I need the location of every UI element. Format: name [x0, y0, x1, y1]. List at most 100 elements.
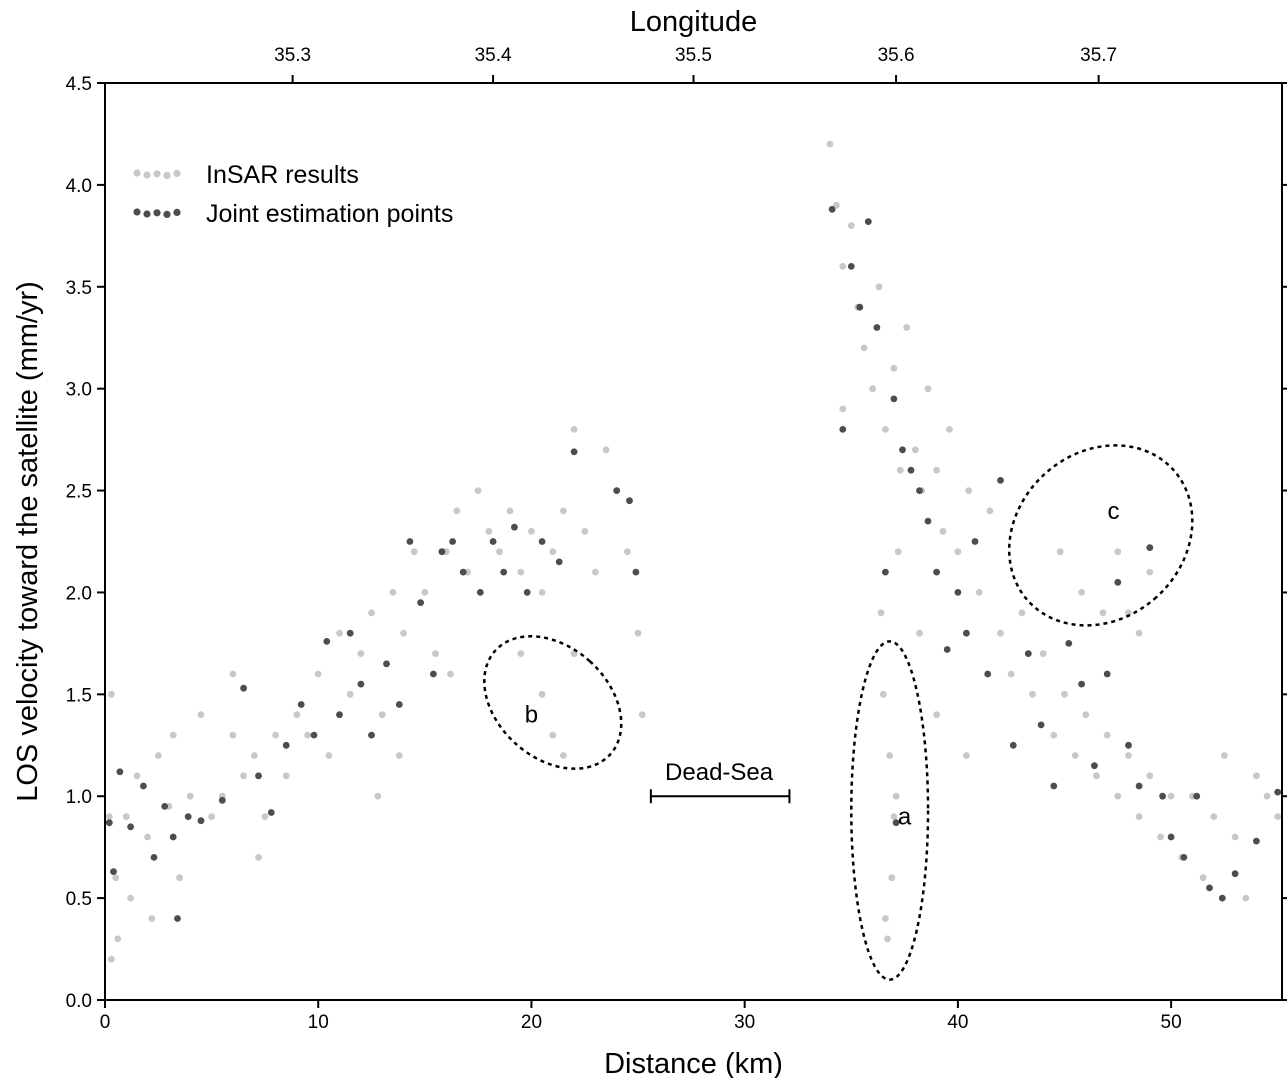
joint-point	[511, 523, 518, 531]
joint-point	[538, 538, 546, 545]
joint-point	[907, 466, 915, 474]
ellipse-b	[483, 635, 623, 770]
insar-point	[549, 731, 557, 739]
insar-point	[847, 222, 855, 230]
insar-point	[986, 507, 994, 515]
x-tick-label: 40	[947, 1012, 968, 1033]
joint-point	[632, 568, 640, 576]
insar-point	[538, 690, 546, 698]
legend-marker	[153, 209, 161, 217]
insar-point	[325, 752, 333, 759]
joint-point	[1103, 670, 1111, 678]
joint-point	[140, 782, 147, 790]
insar-point	[538, 589, 546, 596]
x-tick-label: 0	[100, 1012, 111, 1033]
insar-point	[638, 711, 646, 719]
insar-point	[1018, 609, 1026, 617]
insar-point	[975, 589, 983, 596]
joint-point	[984, 670, 992, 678]
insar-point	[410, 548, 418, 556]
legend-marker	[163, 210, 171, 218]
insar-point	[144, 833, 152, 841]
insar-point	[1114, 548, 1122, 556]
insar-point	[839, 263, 847, 270]
insar-point	[293, 711, 301, 719]
insar-point	[1099, 609, 1107, 617]
joint-point	[489, 538, 497, 545]
y-tick-label: 0.0	[66, 991, 92, 1012]
insar-point	[965, 487, 972, 494]
joint-point	[346, 629, 354, 637]
insar-point	[282, 772, 290, 780]
joint-point	[357, 680, 365, 688]
insar-point	[896, 466, 904, 474]
insar-point	[453, 507, 461, 515]
annotation-c: c	[1108, 498, 1120, 525]
insar-point	[154, 752, 162, 759]
joint-point	[368, 731, 375, 739]
insar-point	[826, 140, 834, 148]
insar-point	[208, 813, 216, 820]
joint-point	[933, 568, 940, 576]
joint-point	[1135, 782, 1143, 790]
joint-point	[1050, 782, 1058, 790]
insar-point	[421, 589, 429, 596]
insar-point	[890, 364, 898, 372]
insar-point	[255, 854, 262, 861]
insar-point	[517, 568, 525, 576]
y-tick-label: 3.0	[66, 380, 92, 401]
insar-point	[833, 201, 840, 209]
insar-point	[1061, 690, 1068, 698]
joint-point	[116, 768, 124, 776]
insar-point	[1125, 609, 1132, 617]
top-axis-title: Longitude	[630, 6, 757, 38]
joint-point	[1180, 854, 1188, 861]
y-tick-label: 3.5	[66, 278, 92, 299]
insar-point	[1050, 731, 1058, 739]
joint-point	[613, 487, 621, 494]
legend-marker	[163, 171, 171, 179]
insar-point	[877, 609, 885, 617]
insar-point	[1071, 752, 1079, 759]
ellipse-a	[850, 640, 930, 981]
insar-point	[916, 629, 923, 637]
insar-point	[1078, 589, 1085, 596]
joint-point	[954, 589, 962, 596]
annotation-a: a	[898, 804, 912, 831]
insar-point	[890, 813, 898, 820]
joint-point	[924, 517, 932, 525]
joint-point	[1218, 894, 1226, 902]
insar-point	[954, 548, 962, 556]
legend-marker	[143, 171, 151, 179]
insar-point	[447, 670, 454, 678]
joint-point	[255, 772, 262, 780]
insar-point	[875, 283, 883, 291]
insar-point	[176, 874, 184, 882]
points-layer	[105, 140, 1282, 963]
joint-point	[892, 819, 900, 827]
top-tick-label: 35.3	[274, 45, 311, 66]
insar-point	[336, 629, 343, 637]
insar-point	[860, 344, 868, 352]
insar-point	[624, 548, 631, 556]
legend: InSAR results Joint estimation points	[133, 161, 453, 228]
joint-point	[184, 813, 192, 820]
insar-point	[892, 792, 900, 800]
insar-point	[1146, 568, 1154, 576]
insar-point	[250, 752, 258, 759]
insar-point	[133, 772, 141, 780]
insar-point	[1221, 752, 1228, 759]
joint-point	[336, 711, 343, 719]
insar-point	[634, 629, 642, 637]
insar-point	[474, 487, 482, 494]
joint-point	[916, 487, 923, 494]
insar-point	[304, 731, 311, 739]
insar-point	[1157, 833, 1164, 841]
joint-point	[555, 558, 563, 566]
insar-point	[1231, 833, 1239, 841]
insar-point	[148, 915, 156, 922]
joint-point	[430, 670, 437, 678]
joint-point	[105, 819, 113, 827]
insar-point	[592, 568, 599, 576]
joint-point	[150, 854, 158, 861]
